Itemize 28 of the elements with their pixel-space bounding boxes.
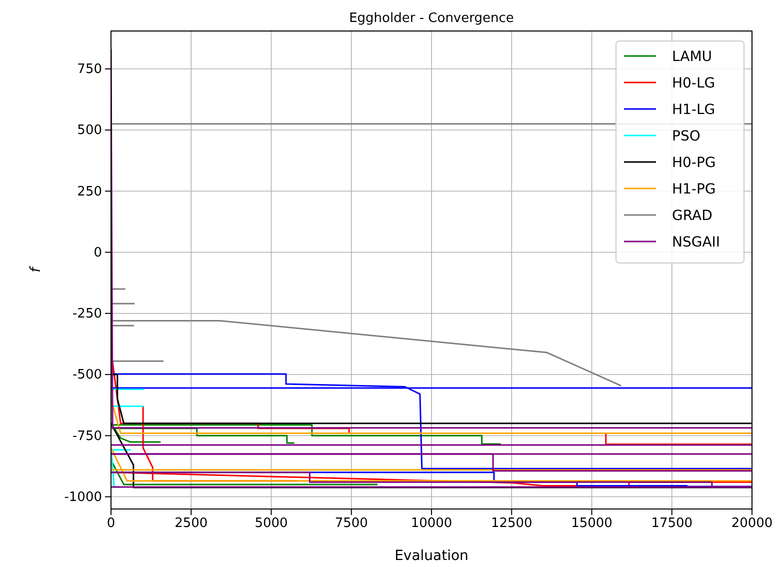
y-tick-label: 500 xyxy=(77,123,102,138)
y-tick-label: 0 xyxy=(94,245,102,260)
x-tick-label: 12500 xyxy=(490,516,532,532)
y-axis-title: f xyxy=(28,265,44,272)
legend-label: H1-LG xyxy=(672,102,716,118)
y-tick-label: -750 xyxy=(72,428,102,444)
x-tick-label: 5000 xyxy=(254,516,288,532)
legend-label: LAMU xyxy=(672,49,712,65)
x-tick-label: 2500 xyxy=(174,516,208,532)
x-tick-label: 10000 xyxy=(410,516,452,532)
legend-label: NSGAII xyxy=(672,234,720,250)
legend-label: PSO xyxy=(672,128,700,144)
y-tick-label: 750 xyxy=(77,62,102,78)
legend-label: H1-PG xyxy=(672,182,716,198)
legend-label: GRAD xyxy=(672,208,712,224)
x-tick-label: 17500 xyxy=(651,516,693,532)
x-tick-label: 20000 xyxy=(731,516,773,532)
x-tick-label: 15000 xyxy=(571,516,612,532)
y-tick-label: 250 xyxy=(77,184,102,200)
y-tick-label: -1000 xyxy=(64,490,102,505)
x-tick-label: 0 xyxy=(106,516,116,532)
x-axis-title: Evaluation xyxy=(394,548,468,564)
y-tick-label: -250 xyxy=(72,306,102,322)
y-tick-label: -500 xyxy=(72,368,102,383)
legend-label: H0-LG xyxy=(672,76,716,92)
x-tick-label: 7500 xyxy=(334,516,368,532)
legend-label: H0-PG xyxy=(672,155,716,171)
chart-title: Eggholder - Convergence xyxy=(349,11,514,26)
